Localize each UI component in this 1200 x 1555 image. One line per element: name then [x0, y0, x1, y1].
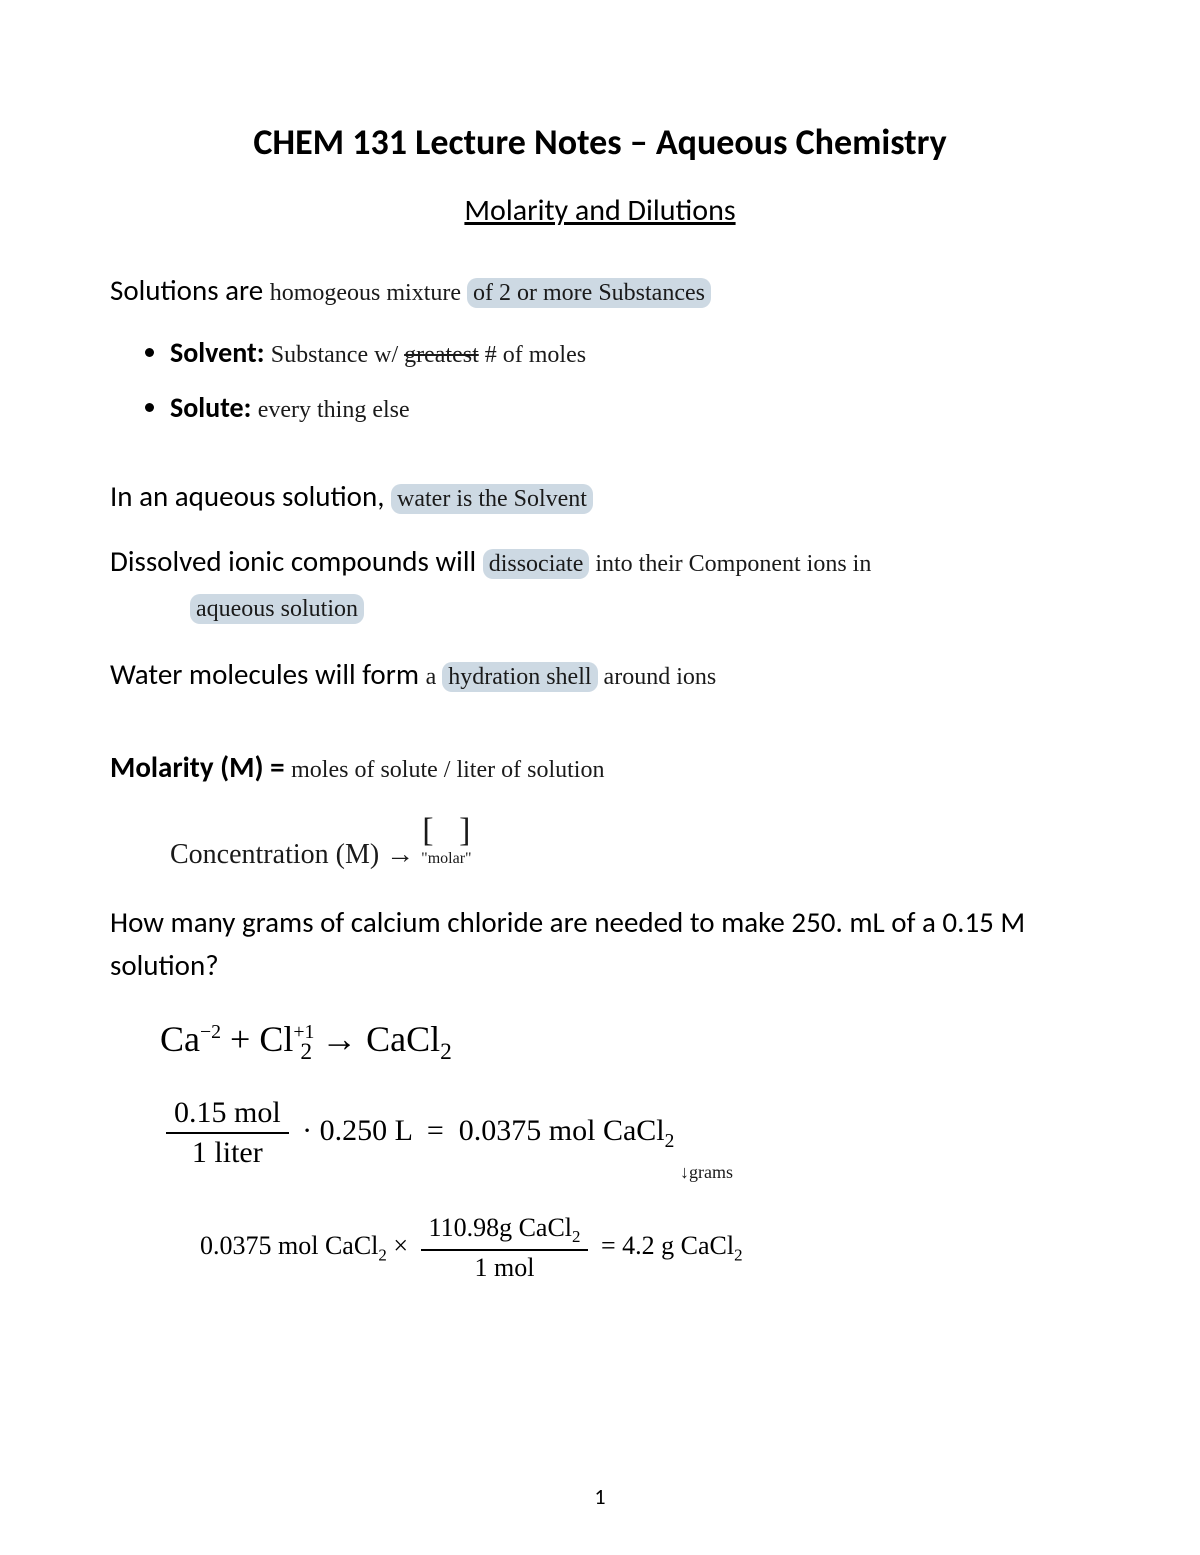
solvent-item: Solvent: Substance w/ greatest # of mole…	[170, 335, 1090, 370]
ionic-printed: Dissolved ionic compounds will	[110, 543, 476, 579]
solute-handwritten: every thing else	[258, 397, 410, 423]
eq2-rest: · 0.250 L = 0.0375 mol CaCl2	[302, 1114, 674, 1147]
water-line: Water molecules will form a hydration sh…	[110, 653, 1090, 697]
equation-3: 0.0375 mol CaCl2 × 110.98g CaCl2 1 mol =…	[200, 1213, 1090, 1283]
aqueous-printed: In an aqueous solution,	[110, 478, 384, 514]
water-handwritten: a hydration shell around ions	[426, 662, 717, 692]
example-question: How many grams of calcium chloride are n…	[110, 901, 1090, 988]
worked-solution: Ca−2 + Cl+12 → CaCl2 0.15 mol 1 liter · …	[160, 1018, 1090, 1283]
solvent-handwritten: Substance w/ greatest # of moles	[271, 342, 586, 368]
solutions-line: Solutions are homogeous mixture of 2 or …	[110, 269, 1090, 313]
solutions-handwritten: homogeous mixture of 2 or more Substance…	[270, 278, 711, 308]
ionic-line: Dissolved ionic compounds will dissociat…	[110, 540, 1090, 584]
solutions-printed: Solutions are	[110, 272, 263, 308]
water-printed: Water molecules will form	[110, 656, 419, 692]
molarity-label: Molarity (M) =	[110, 749, 285, 785]
equation-2: 0.15 mol 1 liter · 0.250 L = 0.0375 mol …	[160, 1096, 1090, 1183]
concentration-notation: Concentration (M) → [ ] "molar"	[170, 812, 1090, 871]
ionic-handwritten-cont: aqueous solution	[190, 596, 1090, 623]
molarity-handwritten: moles of solute / liter of solution	[291, 757, 604, 783]
page-number: 1	[0, 1483, 1200, 1510]
aqueous-line: In an aqueous solution, water is the Sol…	[110, 475, 1090, 519]
molarity-line: Molarity (M) = moles of solute / liter o…	[110, 746, 1090, 790]
page-subtitle: Molarity and Dilutions	[110, 192, 1090, 229]
solvent-label: Solvent:	[170, 335, 264, 370]
solute-label: Solute:	[170, 390, 251, 425]
equation-1: Ca−2 + Cl+12 → CaCl2	[160, 1018, 1090, 1066]
definitions-list: Solvent: Substance w/ greatest # of mole…	[170, 335, 1090, 425]
page-title: CHEM 131 Lecture Notes – Aqueous Chemist…	[110, 120, 1090, 164]
grams-arrow-note: ↓grams	[680, 1162, 1090, 1183]
ionic-handwritten: dissociate into their Component ions in	[483, 549, 872, 579]
aqueous-handwritten: water is the Solvent	[391, 484, 593, 514]
solute-item: Solute: every thing else	[170, 390, 1090, 425]
